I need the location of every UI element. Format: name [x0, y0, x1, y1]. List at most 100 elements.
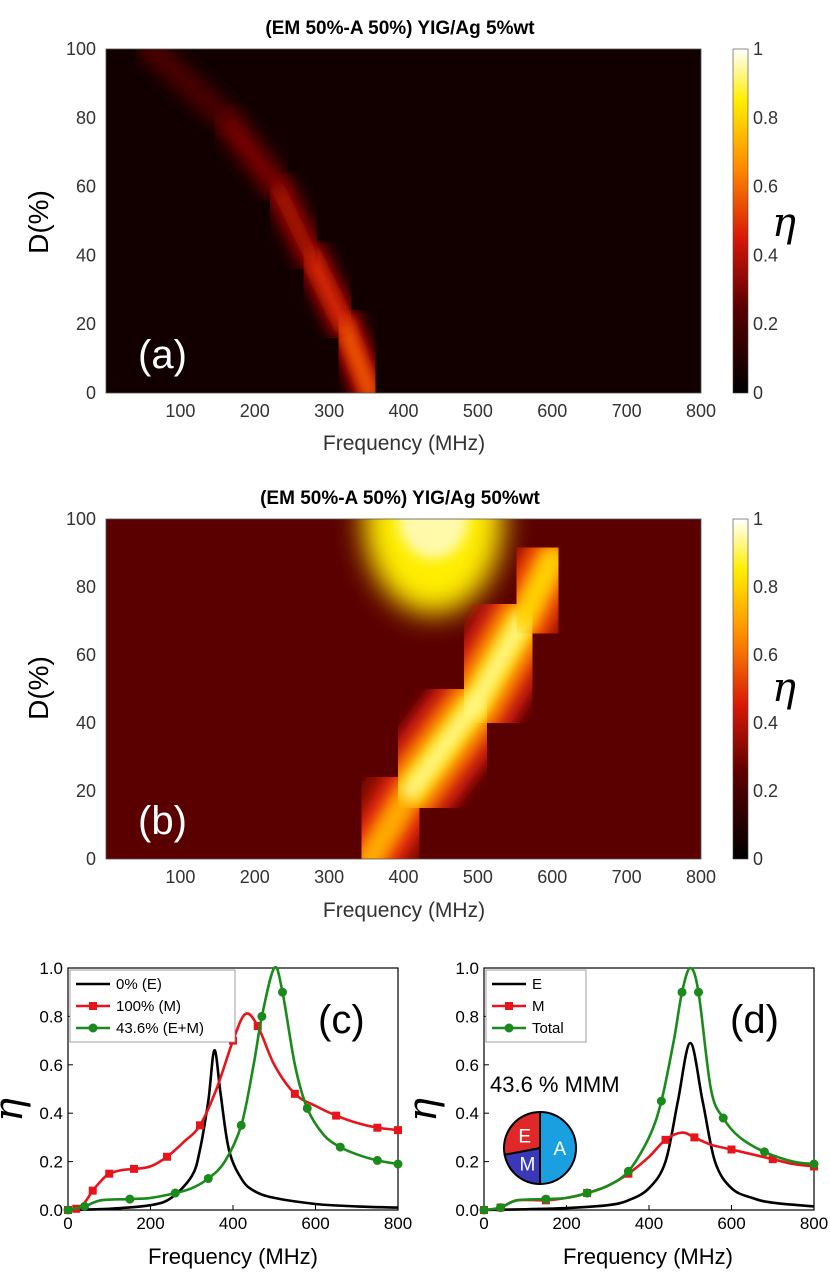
- y-tick-label: 0.6: [39, 1056, 63, 1075]
- series-marker: [372, 1155, 382, 1165]
- series-marker: [257, 1011, 267, 1021]
- x-tick-label: 200: [240, 867, 270, 887]
- y-tick-label: 40: [76, 245, 96, 265]
- x-tick-label: 100: [165, 867, 195, 887]
- y-tick-label: 60: [76, 177, 96, 197]
- panel-b-label: (b): [138, 799, 187, 843]
- heatmap-secondary-peak: [363, 519, 504, 614]
- series-marker: [661, 1135, 670, 1144]
- y-tick-label: 100: [66, 39, 96, 59]
- x-tick-label: 600: [301, 1214, 329, 1233]
- heatmap-ridge-segment: [465, 612, 532, 715]
- x-tick-label: 100: [165, 401, 195, 421]
- series-marker: [63, 1205, 73, 1215]
- x-tick-label: 600: [537, 867, 567, 887]
- heatmap-ridge-segment: [307, 251, 348, 328]
- series-marker: [196, 1121, 204, 1130]
- x-tick-label: 200: [136, 1214, 164, 1233]
- panel-b-colorbar-label: η: [772, 665, 796, 711]
- legend-marker: [89, 1002, 97, 1010]
- pie-slice-E: [503, 1110, 541, 1156]
- pie-slice-A: [539, 1110, 577, 1186]
- y-tick-label: 0.8: [455, 1007, 479, 1026]
- y-tick-label: 60: [76, 645, 96, 665]
- x-tick-label: 400: [388, 867, 418, 887]
- colorbar-tick-label: 0.2: [753, 314, 778, 334]
- heatmap-secondary-peak-core: [398, 519, 469, 559]
- legend-label: E: [532, 976, 542, 993]
- y-tick-label: 20: [76, 781, 96, 801]
- series-marker: [203, 1174, 213, 1184]
- pie-slice-M: [503, 1146, 541, 1186]
- x-tick-label: 200: [240, 401, 270, 421]
- y-tick-label: 0.2: [39, 1153, 63, 1172]
- panel-a-title: (EM 50%-A 50%) YIG/Ag 5%wt: [265, 18, 535, 39]
- series-marker: [236, 1120, 246, 1130]
- panel-b-axes: 100 200 300 400 500 600 700 800 0 20 40 60 80 100: [66, 509, 716, 887]
- y-tick-label: 0.0: [39, 1201, 63, 1220]
- panel-b-heatmap: [106, 519, 701, 859]
- heatmap-ridge-segment: [361, 782, 420, 859]
- x-tick-label: 0: [63, 1214, 72, 1233]
- series-marker: [373, 1123, 382, 1132]
- x-tick-label: 200: [552, 1214, 580, 1233]
- series-marker: [290, 1089, 299, 1098]
- panel-b-ylabel: D(%): [23, 656, 54, 720]
- series-marker: [656, 1096, 666, 1106]
- series-marker: [582, 1188, 592, 1198]
- panel-c: 0 200 400 600 800 0.0 0.2 0.4 0.6 0.8 1.0 0% (E) 100…: [0, 959, 412, 1269]
- legend-label: Total: [532, 1020, 564, 1037]
- y-tick-label: 80: [76, 108, 96, 128]
- colorbar-tick-label: 0.4: [753, 713, 778, 733]
- panel-a-ylabel: D(%): [23, 190, 54, 254]
- panel-d-label: (d): [730, 998, 779, 1042]
- x-tick-label: 800: [686, 867, 716, 887]
- x-tick-label: 400: [219, 1214, 247, 1233]
- legend: EM Total: [485, 969, 587, 1043]
- y-tick-label: 0.6: [455, 1056, 479, 1075]
- panel-a-colorbar-label: η: [772, 200, 796, 246]
- panel-d-xlabel: Frequency (MHz): [563, 1244, 733, 1269]
- y-tick-label: 1.0: [455, 959, 479, 978]
- colorbar-tick-label: 0: [753, 849, 763, 869]
- y-tick-label: 80: [76, 577, 96, 597]
- x-tick-label: 500: [463, 867, 493, 887]
- series-marker: [760, 1147, 769, 1157]
- x-tick-label: 700: [612, 867, 642, 887]
- panel-d-pie: AME: [503, 1110, 577, 1186]
- series-marker: [690, 1133, 699, 1142]
- heatmap-ridge-segment: [401, 697, 484, 800]
- y-tick-label: 0.2: [455, 1153, 479, 1172]
- series-marker: [332, 1111, 341, 1120]
- panel-d-ylabel: η: [400, 1098, 446, 1122]
- panel-b-xlabel: Frequency (MHz): [323, 899, 485, 922]
- x-tick-label: 600: [717, 1214, 745, 1233]
- panel-b-colorbar-ticks: 0 0.2 0.4 0.6 0.8 1: [753, 509, 778, 869]
- series-marker: [88, 1186, 97, 1195]
- series-marker: [677, 987, 687, 997]
- x-tick-label: 800: [800, 1214, 828, 1233]
- panel-c-ylabel: η: [0, 1098, 32, 1122]
- legend-label: 0% (E): [116, 976, 162, 993]
- series-marker: [496, 1203, 505, 1213]
- series-marker: [278, 987, 287, 997]
- y-tick-label: 1.0: [39, 959, 63, 978]
- panel-b-title: (EM 50%-A 50%) YIG/Ag 50%wt: [260, 488, 540, 509]
- series-line-0% (E): [67, 1048, 399, 1212]
- series-marker: [302, 1103, 312, 1113]
- colorbar-tick-label: 0: [753, 383, 763, 403]
- x-tick-label: 300: [314, 867, 344, 887]
- series-marker: [335, 1142, 345, 1152]
- plot-frame: [105, 518, 702, 860]
- series-marker: [479, 1205, 489, 1215]
- y-tick-label: 0.0: [455, 1201, 479, 1220]
- colorbar-tick-label: 0.8: [753, 577, 778, 597]
- series-marker: [394, 1126, 402, 1135]
- panel-a-xlabel: Frequency (MHz): [323, 432, 485, 455]
- series-marker: [105, 1169, 114, 1178]
- panel-c-label: (c): [318, 998, 365, 1042]
- x-tick-label: 700: [612, 401, 642, 421]
- series-marker: [393, 1159, 403, 1169]
- y-tick-label: 0.8: [39, 1007, 63, 1026]
